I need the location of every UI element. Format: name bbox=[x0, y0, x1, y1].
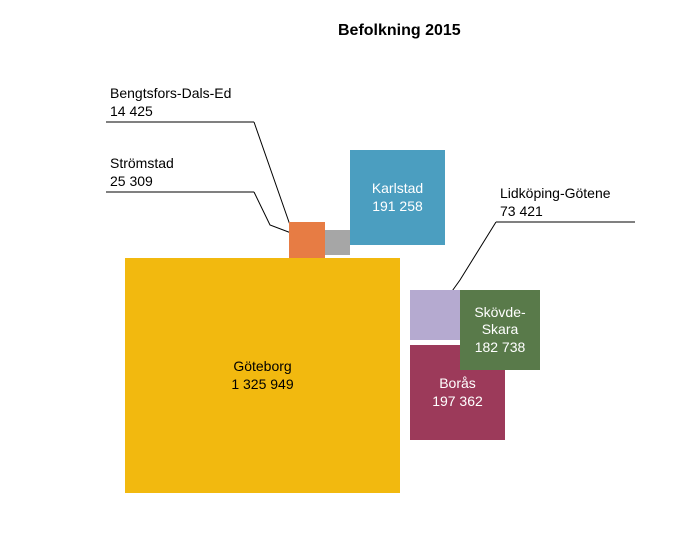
tile-label-name: Karlstad bbox=[372, 180, 423, 198]
tile-stromstad bbox=[289, 222, 325, 258]
callout-lidkoping-name: Lidköping-Götene bbox=[500, 185, 611, 201]
callout-lidkoping: Lidköping-Götene 73 421 bbox=[500, 185, 611, 220]
tile-bengtsfors bbox=[325, 230, 350, 255]
tile-label-name: Skövde- Skara bbox=[474, 304, 525, 339]
tile-label-value: 182 738 bbox=[475, 339, 526, 357]
callout-stromstad-name: Strömstad bbox=[110, 155, 174, 171]
callout-stromstad-value: 25 309 bbox=[110, 173, 153, 189]
callout-bengtsfors: Bengtsfors-Dals-Ed 14 425 bbox=[110, 85, 231, 120]
chart-stage: Befolkning 2015 Göteborg1 325 949 Karlst… bbox=[0, 0, 700, 558]
tile-label-value: 191 258 bbox=[372, 198, 423, 216]
tile-label-value: 197 362 bbox=[432, 393, 483, 411]
tile-goteborg: Göteborg1 325 949 bbox=[125, 258, 400, 493]
callout-bengtsfors-value: 14 425 bbox=[110, 103, 153, 119]
tile-lidkoping bbox=[410, 290, 460, 340]
tile-label-name: Göteborg bbox=[233, 358, 291, 376]
tile-karlstad: Karlstad191 258 bbox=[350, 150, 445, 245]
callout-lidkoping-value: 73 421 bbox=[500, 203, 543, 219]
callout-bengtsfors-name: Bengtsfors-Dals-Ed bbox=[110, 85, 231, 101]
chart-title: Befolkning 2015 bbox=[338, 22, 461, 40]
tile-label-value: 1 325 949 bbox=[231, 376, 293, 394]
tile-label-name: Borås bbox=[439, 375, 476, 393]
tile-skovde: Skövde- Skara182 738 bbox=[460, 290, 540, 370]
callout-stromstad: Strömstad 25 309 bbox=[110, 155, 174, 190]
